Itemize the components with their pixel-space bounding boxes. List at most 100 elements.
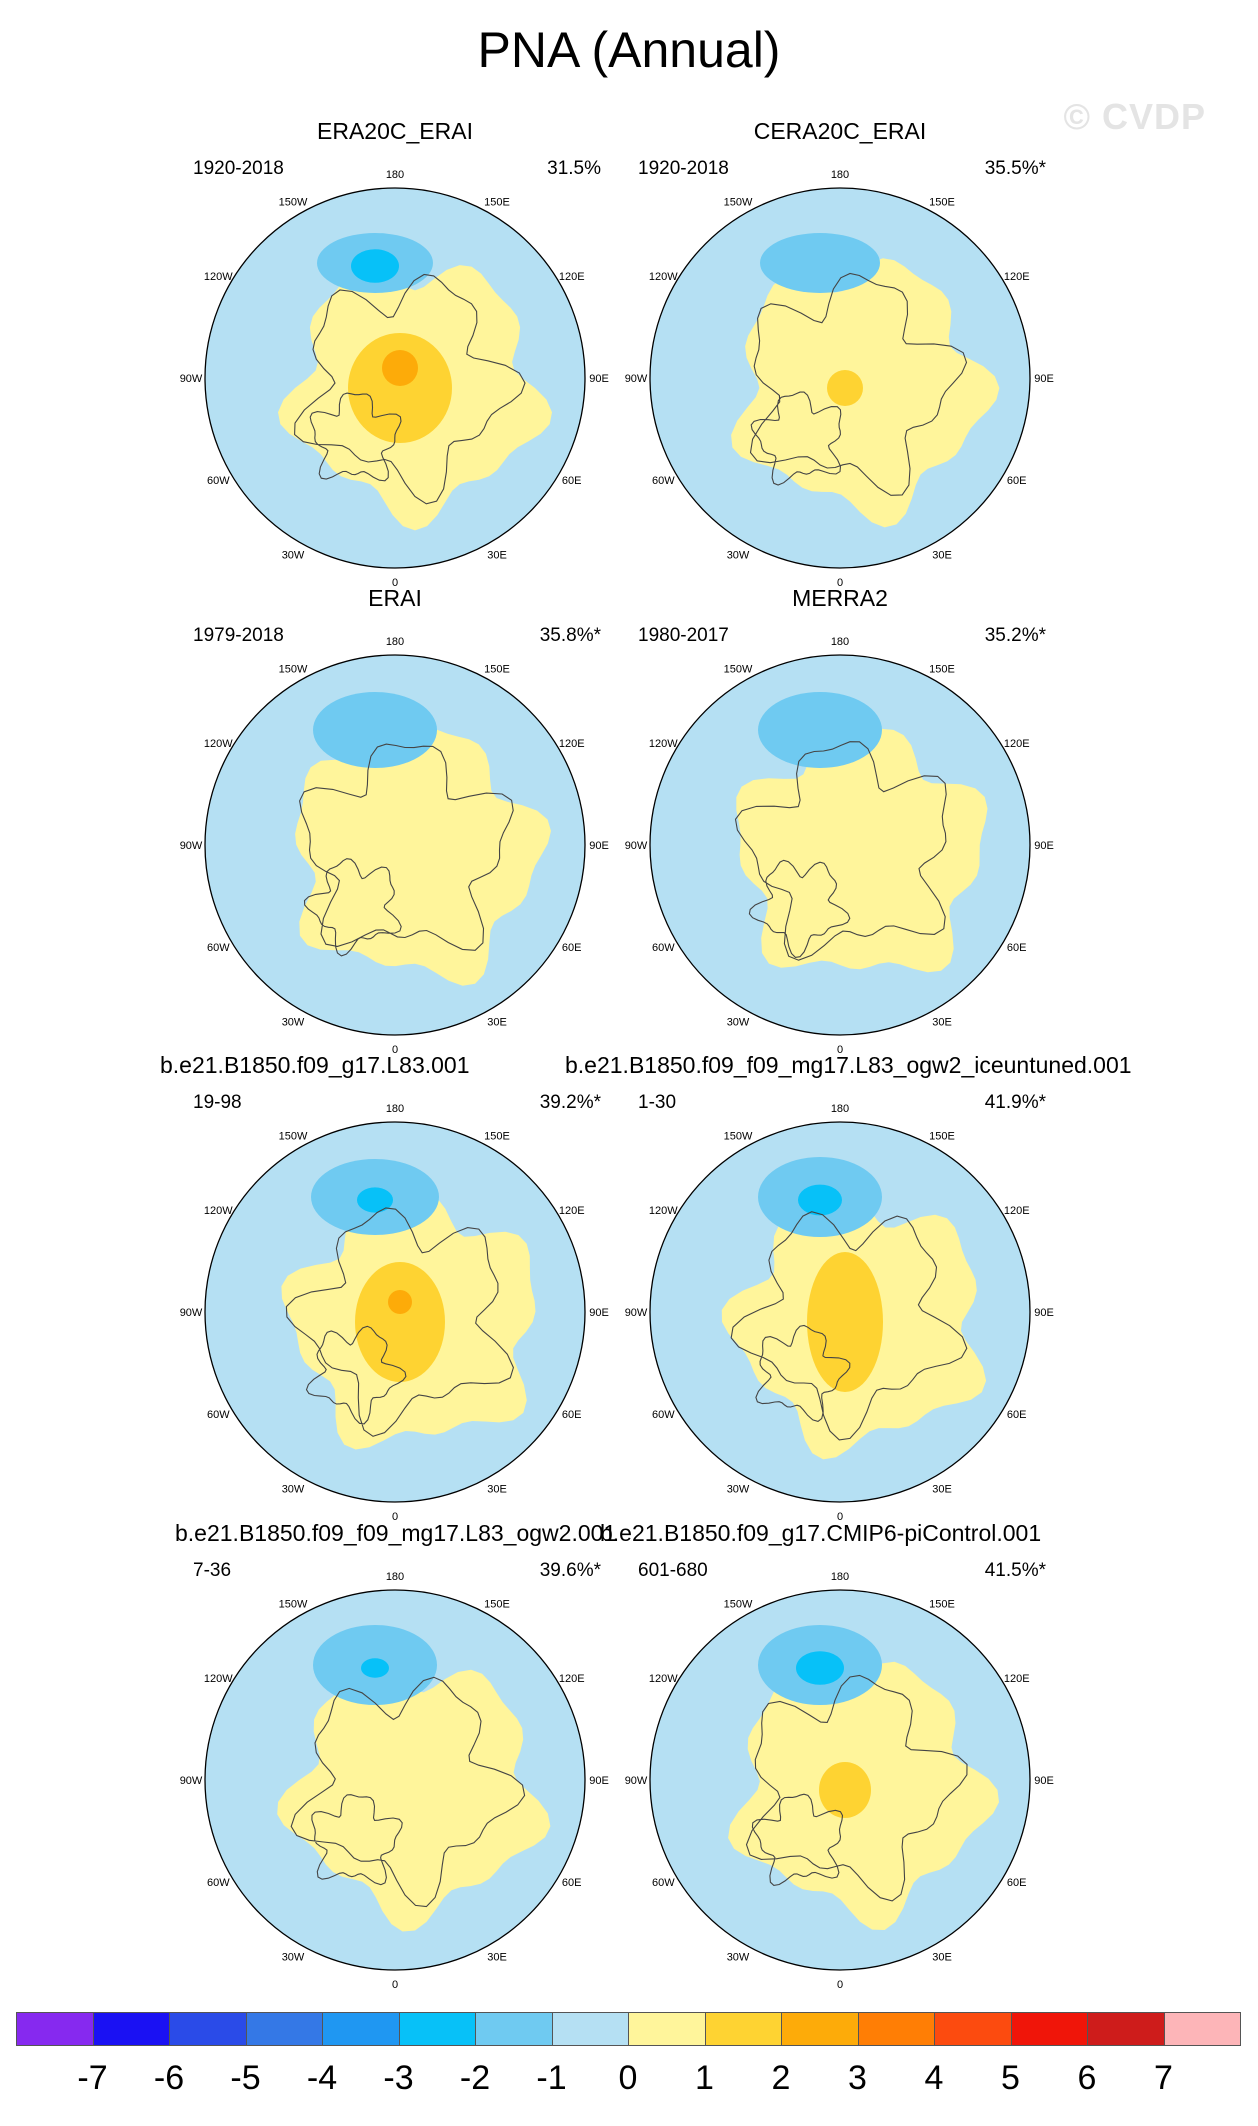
colorbar-tick-label: 6 [1077,2059,1097,2097]
longitude-label: 60E [562,942,582,954]
high-anomaly-contour [355,1262,445,1382]
longitude-label: 30W [282,1952,305,1964]
longitude-label: 60W [207,1877,230,1889]
panel-period: 19-98 [193,1092,242,1113]
coastlines [745,1674,968,1902]
longitude-label: 90E [589,373,609,385]
panel-period: 1-30 [638,1092,677,1113]
panel-percent-variance: 31.5% [547,158,601,179]
longitude-label: 120W [649,1673,678,1685]
longitude-label: 30E [487,1017,507,1029]
longitude-label: 90W [625,1307,648,1319]
map-panel: ERA20C_ERAI 1920-2018 31.5% 180 150E 120E 90E 6… [165,118,625,589]
longitude-label: 150E [484,663,510,675]
map-border [204,654,586,1036]
colorbar-swatch [704,2012,782,2046]
map-panel: ERAI 1979-2018 35.8%* 180 150E 120E 90E 60E 30E 0… [165,585,625,1056]
longitude-label: 30W [282,1017,305,1029]
panel-period: 1920-2018 [193,158,284,179]
panel-title: b.e21.B1850.f09_g17.L83.001 [160,1052,470,1078]
longitude-label: 150W [724,1130,753,1142]
pacific-low-core [798,1184,842,1216]
longitude-label: 180 [386,169,404,181]
longitude-label: 60W [652,475,675,487]
longitude-label: 0 [392,1511,398,1523]
colorbar-swatch [628,2012,706,2046]
longitude-label: 30W [282,1484,305,1496]
panel-percent-variance: 39.6%* [539,1560,601,1581]
panel-title: b.e21.B1850.f09_g17.CMIP6-piControl.001 [600,1520,1042,1546]
longitude-label: 120E [1004,738,1030,750]
high-anomaly-contour [807,1252,883,1392]
polar-map: 180 150E 120E 90E 60E 30E 0 30W 60W 90W 120W 150W [625,169,1054,589]
colorbar-swatch [169,2012,247,2046]
longitude-label: 150E [484,196,510,208]
longitude-label: 60W [207,1409,230,1421]
longitude-label: 30W [727,1017,750,1029]
polar-map: 180 150E 120E 90E 60E 30E 0 30W 60W 90W 120W 150W [625,636,1054,1056]
longitude-label: 180 [831,169,849,181]
colorbar-tick-label: 3 [848,2059,867,2097]
colorbar-tick-label: -4 [306,2059,338,2097]
longitude-label: 180 [831,1103,849,1115]
longitude-label: 30E [487,1952,507,1964]
high-anomaly-contour [827,370,863,406]
colorbar-swatch [934,2012,1012,2046]
longitude-label: 0 [392,1044,398,1056]
longitude-label: 120W [649,271,678,283]
longitude-label: 90W [180,1775,203,1787]
map-panel: b.e21.B1850.f09_g17.CMIP6-piControl.001 6… [600,1520,1070,1991]
positive-anomaly-field [736,655,1030,1035]
longitude-label: 30E [932,1484,952,1496]
panel-percent-variance: 35.8%* [539,625,601,646]
colorbar-tick-label: -7 [77,2059,108,2097]
colorbar-swatch [857,2012,935,2046]
panel-title: MERRA2 [792,585,888,611]
panel-period: 1979-2018 [193,625,284,646]
panel-period: 1980-2017 [638,625,729,646]
map-border [204,1589,586,1971]
colorbar-tick-label: 4 [924,2059,944,2097]
colorbar-tick-label: 1 [695,2059,714,2097]
map-panel: b.e21.B1850.f09_g17.L83.001 19-98 39.2%* 18… [160,1052,625,1523]
map-border [204,187,586,569]
longitude-label: 120W [649,1205,678,1217]
panel-title: CERA20C_ERAI [753,118,927,144]
longitude-label: 180 [831,636,849,648]
coastlines [734,741,947,961]
longitude-label: 60E [562,475,582,487]
longitude-label: 150W [724,1598,753,1610]
map-border [649,187,1031,569]
longitude-label: 150E [484,1598,510,1610]
longitude-label: 150W [724,663,753,675]
coastlines [730,1211,968,1441]
panel-percent-variance: 39.2%* [539,1092,601,1113]
colorbar-tick-label: -1 [536,2059,567,2097]
colorbar-swatch [16,2012,94,2046]
longitude-label: 60E [1007,475,1027,487]
coastlines [285,1207,514,1437]
longitude-label: 120W [204,271,233,283]
longitude-label: 30W [727,1484,750,1496]
positive-anomaly-field [295,655,585,1035]
longitude-label: 150W [279,663,308,675]
positive-anomaly-field [728,1590,1030,1970]
longitude-label: 30E [487,1484,507,1496]
colorbar-swatch [475,2012,553,2046]
coastlines [749,272,968,496]
longitude-label: 90W [180,1307,203,1319]
longitude-label: 150W [279,196,308,208]
longitude-label: 150E [929,1130,955,1142]
high-anomaly-core [388,1290,412,1314]
figure-title: PNA (Annual) [477,22,781,78]
longitude-label: 120W [204,738,233,750]
longitude-label: 120E [559,1673,585,1685]
coastlines [290,1676,526,1908]
longitude-label: 30E [487,550,507,562]
longitude-label: 180 [386,1571,404,1583]
colorbar [16,2012,1241,2046]
pacific-low-core [357,1187,393,1213]
longitude-label: 150E [929,196,955,208]
map-border [204,1121,586,1503]
longitude-label: 0 [837,1511,843,1523]
